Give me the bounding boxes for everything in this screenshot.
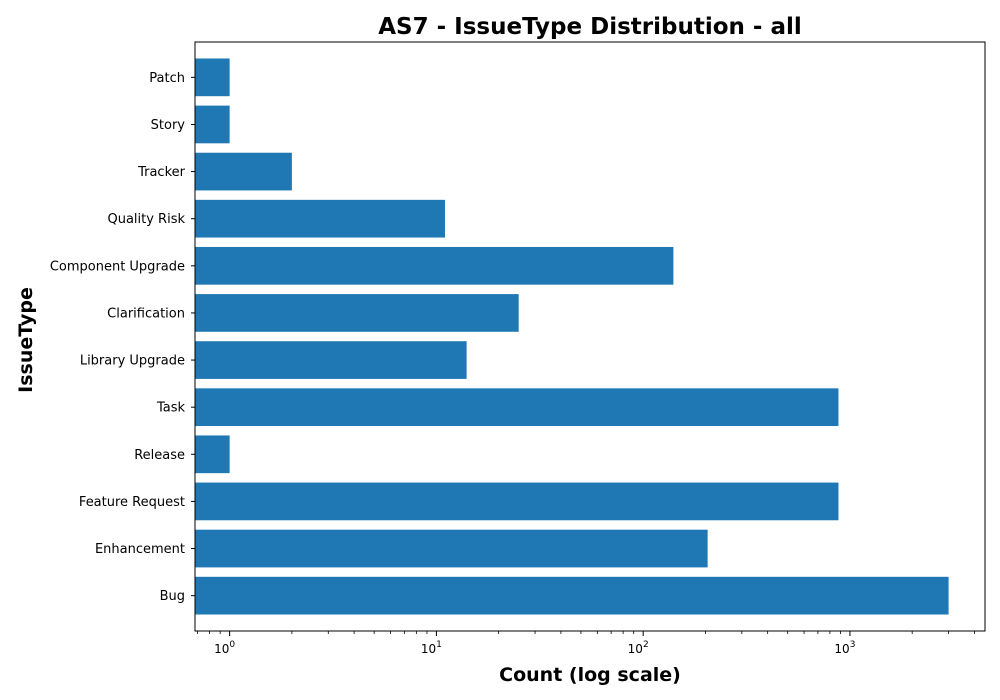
- y-axis-label: IssueType: [15, 287, 37, 393]
- y-tick-label: Quality Risk: [107, 212, 185, 227]
- x-tick-label-exponent: 2: [643, 640, 649, 650]
- y-tick-label: Feature Request: [79, 495, 185, 510]
- x-tick-label-exponent: 3: [850, 640, 856, 650]
- bar-quality-risk: [195, 199, 445, 238]
- x-tick-label-base: 10: [421, 642, 436, 656]
- y-tick-label: Bug: [160, 589, 185, 604]
- x-tick-label: 101: [421, 640, 442, 656]
- x-tick-label-exponent: 0: [229, 640, 235, 650]
- bars: [195, 58, 949, 615]
- plot-frame: [194, 41, 986, 632]
- y-tick-label: Library Upgrade: [80, 354, 185, 369]
- chart-title: AS7 - IssueType Distribution - all: [378, 14, 802, 40]
- x-tick-label-exponent: 1: [436, 640, 442, 650]
- x-tick-label: 102: [628, 640, 649, 656]
- bar-task: [195, 388, 839, 427]
- y-tick-label: Clarification: [107, 306, 185, 321]
- x-tick-label-base: 10: [834, 642, 849, 656]
- y-tick-label: Story: [151, 118, 186, 133]
- bar-component-upgrade: [195, 246, 674, 285]
- bar-clarification: [195, 294, 519, 332]
- bar-story: [195, 105, 230, 144]
- bar-tracker: [195, 152, 292, 191]
- x-tick-label: 103: [834, 640, 855, 656]
- y-tick-label: Release: [134, 448, 185, 463]
- bar-feature-request: [195, 482, 839, 521]
- bar-library-upgrade: [195, 341, 467, 379]
- y-tick-label: Tracker: [137, 165, 186, 180]
- bar-enhancement: [195, 529, 708, 568]
- x-tick-label: 100: [214, 640, 235, 656]
- y-tick-label: Enhancement: [95, 542, 185, 557]
- x-axis-label: Count (log scale): [499, 664, 681, 686]
- bar-release: [195, 435, 230, 474]
- y-axis-ticks: Bug Enhancement Feature Request Release Task…: [50, 71, 195, 604]
- x-tick-label-base: 10: [214, 642, 229, 656]
- bar-bug: [195, 576, 949, 615]
- bar-patch: [195, 58, 230, 97]
- y-tick-label: Component Upgrade: [50, 259, 185, 274]
- y-tick-label: Task: [156, 401, 186, 416]
- x-axis-ticks: 100 101 102 103: [197, 631, 975, 656]
- y-tick-label: Patch: [149, 71, 185, 86]
- x-tick-label-base: 10: [628, 642, 643, 656]
